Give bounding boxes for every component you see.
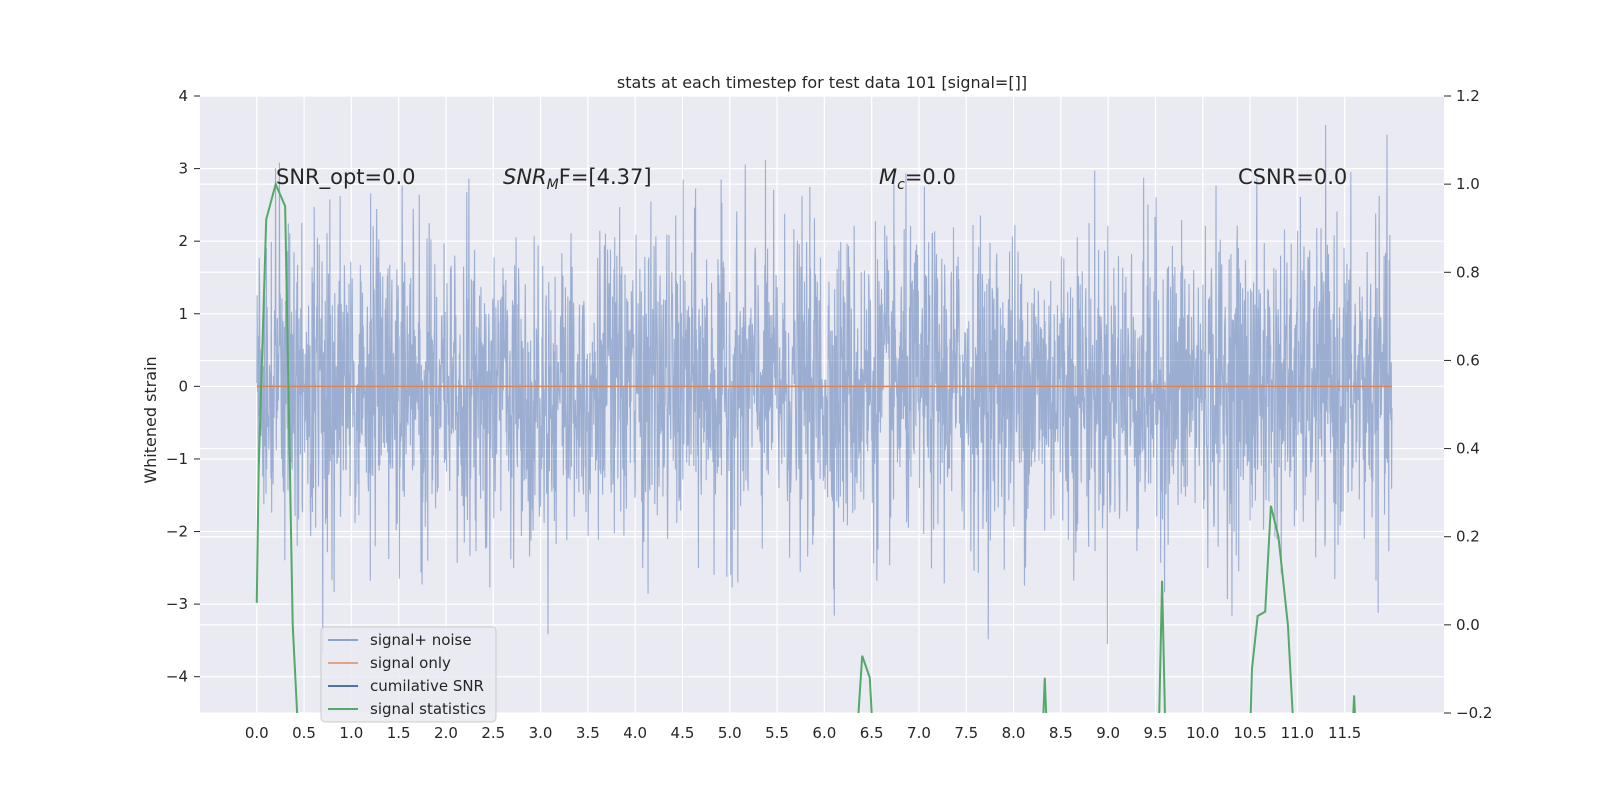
- y-tick-label: −2: [166, 523, 188, 541]
- legend-label-signal-only: signal only: [370, 654, 451, 672]
- legend: signal+ noise signal only cumilative SNR…: [320, 626, 497, 723]
- x-tick-label: 8.0: [1002, 724, 1026, 742]
- x-tick-label: 6.5: [860, 724, 884, 742]
- annotation-mc-rest: =0.0: [905, 165, 956, 189]
- y2-tick-label: −0.2: [1456, 704, 1492, 722]
- annotation-snr-mf-base: SNR: [503, 165, 547, 189]
- x-tick-label: 11.0: [1281, 724, 1314, 742]
- x-tick-label: 8.5: [1049, 724, 1073, 742]
- y2-tick-label: 0.0: [1456, 616, 1480, 634]
- x-tick-label: 5.0: [718, 724, 742, 742]
- x-tick-label: 10.0: [1186, 724, 1219, 742]
- y-tick-label: 2: [178, 232, 188, 250]
- y-tick-label: −1: [166, 450, 188, 468]
- x-tick-label: 7.5: [954, 724, 978, 742]
- x-tick-label: 6.0: [812, 724, 836, 742]
- y2-tick-label: 0.4: [1456, 440, 1480, 458]
- y-tick-label: 4: [178, 87, 188, 105]
- ticks: 0.0 0.5 1.0 1.5 2.0 2.5 3.0 3.5 4.0 4.5 5.0 5.5 6.0 6…: [166, 87, 1493, 742]
- x-tick-label: 11.5: [1328, 724, 1361, 742]
- series-signal-statistics: [255, 181, 1356, 713]
- series-signal-noise: [256, 125, 1393, 654]
- y2-tick-label: 0.6: [1456, 351, 1480, 369]
- x-tick-label: 3.5: [576, 724, 600, 742]
- series-layer: [255, 125, 1393, 713]
- legend-box: [320, 626, 497, 723]
- legend-label-signal-noise: signal+ noise: [370, 631, 472, 649]
- annotation-snr-mf: SNRMF=[4.37]: [503, 165, 652, 193]
- annotation-snr-mf-sub: M: [547, 177, 559, 193]
- x-tick-label: 7.0: [907, 724, 931, 742]
- legend-label-signal-statistics: signal statistics: [370, 700, 486, 718]
- annotation-snr-mf-rest: F=[4.37]: [559, 165, 652, 189]
- y2-tick-label: 0.8: [1456, 263, 1480, 281]
- x-tick-label: 10.5: [1233, 724, 1266, 742]
- x-tick-label: 1.5: [387, 724, 411, 742]
- x-tick-label: 0.0: [245, 724, 269, 742]
- x-tick-label: 4.0: [623, 724, 647, 742]
- annotation-mc-base: M: [879, 165, 897, 189]
- legend-label-cumulative-snr: cumilative SNR: [370, 677, 484, 695]
- y2-tick-label: 1.0: [1456, 175, 1480, 193]
- annotation-mc: Mc=0.0: [879, 165, 956, 193]
- x-tick-label: 0.5: [292, 724, 316, 742]
- y-tick-label: −3: [166, 595, 188, 613]
- y-tick-label: −4: [166, 668, 188, 686]
- y2-tick-label: 1.2: [1456, 87, 1480, 105]
- x-tick-label: 2.5: [481, 724, 505, 742]
- x-tick-label: 9.5: [1144, 724, 1168, 742]
- x-tick-label: 1.0: [339, 724, 363, 742]
- y-tick-label: 1: [178, 305, 188, 323]
- y-tick-label: 0: [178, 377, 188, 395]
- y2-tick-label: 0.2: [1456, 528, 1480, 546]
- x-tick-label: 2.0: [434, 724, 458, 742]
- annotation-snr-opt: SNR_opt=0.0: [276, 165, 416, 190]
- x-tick-label: 9.0: [1096, 724, 1120, 742]
- y-tick-label: 3: [178, 160, 188, 178]
- x-tick-label: 5.5: [765, 724, 789, 742]
- x-tick-label: 4.5: [671, 724, 695, 742]
- y-axis-label: Whitened strain: [141, 356, 160, 483]
- annotation-mc-sub: c: [897, 177, 905, 193]
- annotation-csnr: CSNR=0.0: [1238, 165, 1347, 189]
- chart-title: stats at each timestep for test data 101…: [617, 73, 1027, 92]
- x-tick-label: 3.0: [529, 724, 553, 742]
